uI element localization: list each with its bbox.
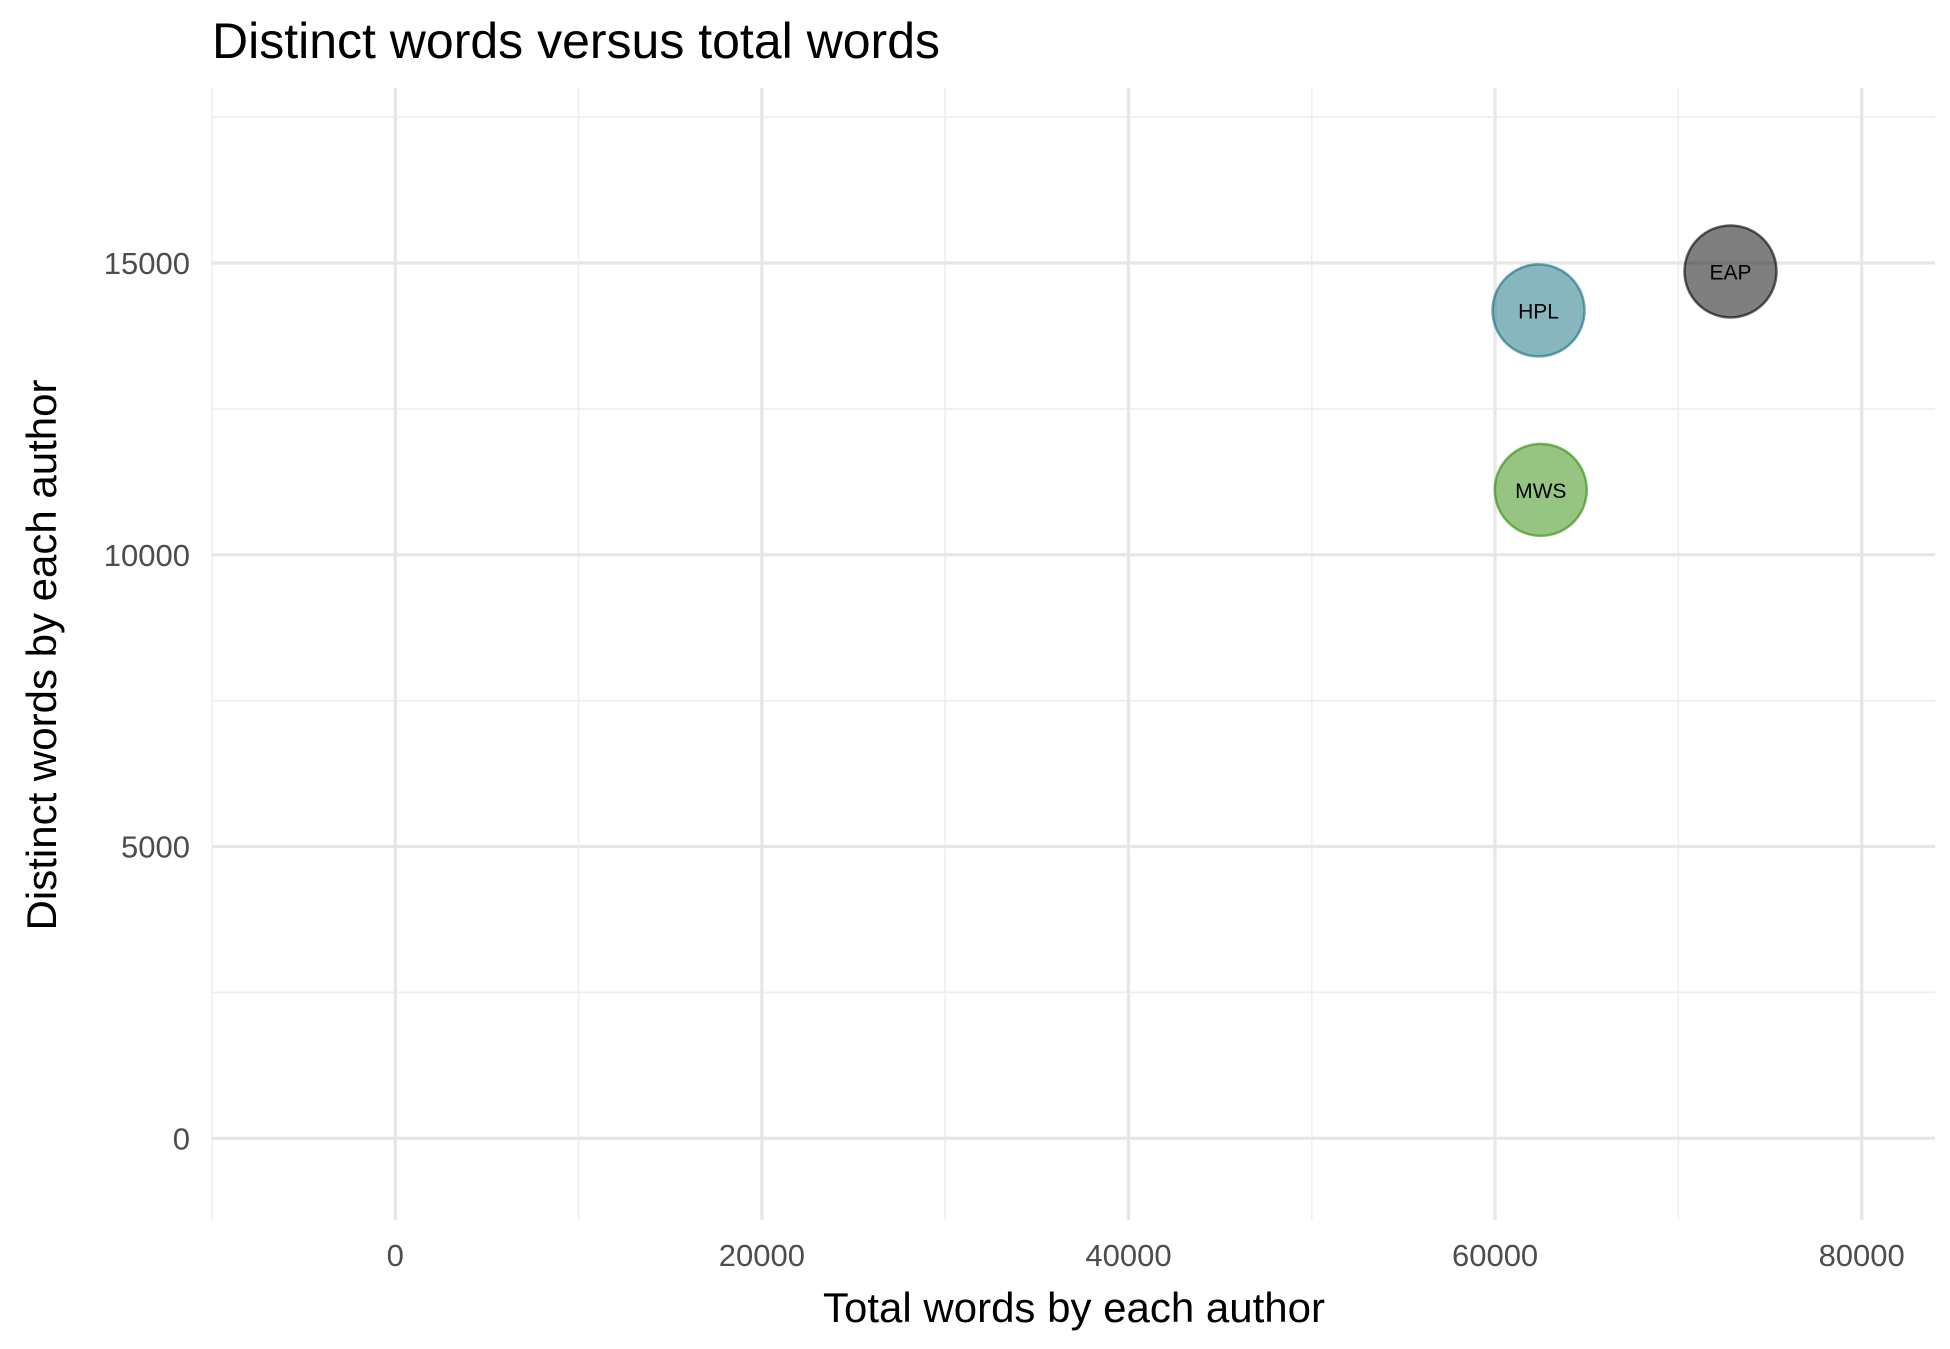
x-tick-label: 60000 [1452, 1238, 1538, 1273]
x-axis-title: Total words by each author [823, 1284, 1325, 1331]
y-tick-label: 10000 [104, 538, 190, 573]
data-point-label: EAP [1709, 261, 1751, 284]
y-tick-label: 5000 [121, 830, 190, 865]
chart-title: Distinct words versus total words [212, 13, 940, 69]
x-tick-label: 0 [387, 1238, 404, 1273]
x-tick-label: 80000 [1819, 1238, 1905, 1273]
x-tick-label: 20000 [719, 1238, 805, 1273]
y-tick-label: 0 [173, 1121, 190, 1156]
major-gridlines [212, 88, 1935, 1220]
x-tick-label: 40000 [1085, 1238, 1171, 1273]
data-point-hpl [1491, 263, 1586, 358]
data-points: EAP HPL MWS [1491, 224, 1778, 538]
data-point-label: HPL [1518, 300, 1559, 323]
y-tick-labels: 0 5000 10000 15000 [104, 246, 190, 1156]
y-tick-label: 15000 [104, 246, 190, 281]
data-point-label: MWS [1515, 480, 1566, 503]
data-point-eap [1683, 224, 1778, 319]
y-axis-title: Distinct words by each author [18, 380, 65, 931]
data-point-mws [1493, 442, 1589, 538]
minor-gridlines [211, 88, 1935, 1220]
x-tick-labels: 0 20000 40000 60000 80000 [387, 1238, 1905, 1273]
